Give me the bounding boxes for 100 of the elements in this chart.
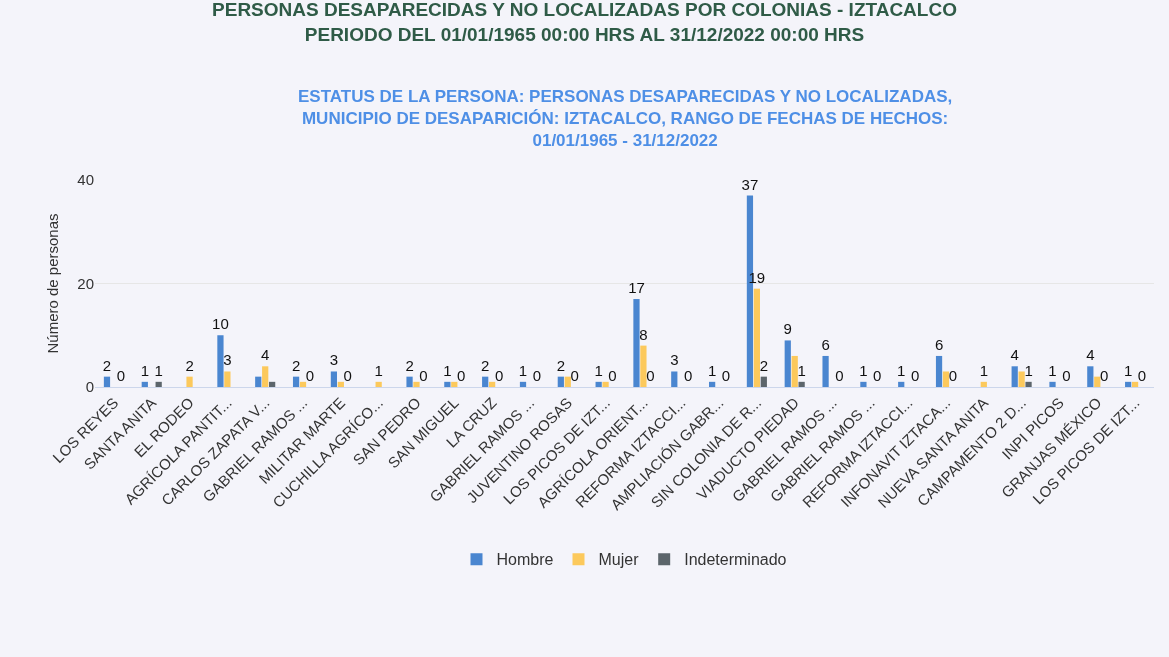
bar bbox=[709, 381, 716, 387]
bar bbox=[103, 376, 111, 387]
bar bbox=[451, 381, 458, 387]
data-label: 4 bbox=[1086, 346, 1095, 364]
bar bbox=[633, 299, 640, 387]
bar bbox=[822, 355, 829, 387]
data-label: 0 bbox=[646, 367, 655, 384]
data-label: 0 bbox=[494, 367, 504, 384]
bar bbox=[1131, 381, 1139, 387]
bar bbox=[224, 371, 231, 387]
data-label: 0 bbox=[684, 367, 693, 384]
bar bbox=[489, 381, 496, 387]
data-label: 2 bbox=[291, 356, 301, 374]
data-label: 0 bbox=[457, 367, 466, 384]
bar bbox=[186, 376, 193, 387]
y-tick-label: 40 bbox=[77, 171, 94, 189]
bar bbox=[1025, 381, 1032, 387]
bar bbox=[255, 376, 262, 387]
bar bbox=[980, 381, 987, 387]
data-label: 0 bbox=[608, 367, 617, 384]
bar bbox=[1094, 376, 1101, 387]
bar bbox=[519, 381, 527, 387]
data-label: 2 bbox=[481, 356, 490, 374]
data-label: 1 bbox=[859, 361, 868, 379]
data-label: 1 bbox=[374, 361, 383, 379]
data-label: 2 bbox=[759, 356, 768, 374]
data-label: 6 bbox=[934, 335, 944, 353]
data-label: 4 bbox=[261, 346, 270, 364]
data-label: 0 bbox=[305, 367, 315, 384]
data-label: 1 bbox=[979, 361, 988, 379]
data-label: 0 bbox=[835, 367, 844, 384]
y-tick-label: 20 bbox=[77, 274, 94, 292]
data-label: 1 bbox=[443, 361, 452, 379]
data-label: 1 bbox=[797, 361, 806, 379]
bar bbox=[413, 381, 420, 387]
data-label: 1 bbox=[1048, 361, 1057, 379]
bar bbox=[898, 381, 905, 387]
data-label: 3 bbox=[670, 351, 679, 369]
bar bbox=[141, 381, 148, 387]
bar bbox=[299, 381, 307, 387]
data-label: 0 bbox=[570, 367, 579, 384]
bar bbox=[1087, 366, 1094, 387]
bar bbox=[760, 376, 767, 387]
data-label: 3 bbox=[329, 351, 339, 369]
bar bbox=[935, 355, 943, 387]
bar bbox=[640, 345, 647, 387]
data-label: 8 bbox=[639, 325, 648, 343]
data-label: 1 bbox=[594, 361, 603, 379]
bar bbox=[217, 335, 224, 387]
bar bbox=[262, 366, 269, 387]
data-label: 17 bbox=[628, 279, 645, 297]
data-label: 10 bbox=[212, 315, 229, 333]
bar bbox=[753, 288, 760, 387]
data-label: 1 bbox=[897, 361, 906, 379]
data-label: 1 bbox=[1123, 361, 1133, 379]
data-label: 0 bbox=[343, 367, 352, 384]
bar bbox=[860, 381, 867, 387]
data-label: 0 bbox=[1137, 367, 1147, 384]
data-label: 0 bbox=[1062, 367, 1071, 384]
bar bbox=[557, 376, 564, 387]
data-label: 0 bbox=[419, 367, 428, 384]
y-tick-label: 0 bbox=[85, 378, 94, 396]
bar bbox=[330, 371, 338, 387]
bar bbox=[602, 381, 609, 387]
chart-title: PERSONAS DESAPARECIDAS Y NO LOCALIZADAS POR COLONIAS - IZTACALCO PERIODO DEL 01/01/1965 00:00 HRS AL 31/12/2022 00:00 HRS bbox=[212, 0, 957, 46]
bar bbox=[269, 381, 276, 387]
bar bbox=[337, 381, 344, 387]
data-label: 2 bbox=[556, 356, 565, 374]
bar bbox=[791, 355, 798, 387]
data-label: 3 bbox=[223, 351, 232, 369]
chart-subtitle: ESTATUS DE LA PERSONA: PERSONAS DESAPARECIDAS Y NO LOCALIZADAS, MUNICIPIO DE DESAPARICIÓN: IZTACALCO, RANGO DE FECHAS DE HECHOS: 01/01/1965 - 31/12/2022 bbox=[298, 87, 953, 151]
data-label: 0 bbox=[1100, 367, 1109, 384]
bar bbox=[595, 381, 602, 387]
bar bbox=[784, 340, 791, 387]
data-label: 1 bbox=[707, 361, 717, 379]
data-label: 1 bbox=[518, 361, 528, 379]
bar bbox=[798, 381, 805, 387]
data-label: 1 bbox=[1024, 361, 1033, 379]
bar bbox=[406, 376, 413, 387]
bar bbox=[1018, 371, 1025, 387]
bar bbox=[942, 371, 950, 387]
bar bbox=[1049, 381, 1056, 387]
data-label: 2 bbox=[405, 356, 414, 374]
y-axis-title: Número de personas bbox=[43, 213, 61, 354]
bar bbox=[292, 376, 300, 387]
bar bbox=[155, 381, 162, 387]
data-label: 6 bbox=[821, 335, 830, 353]
data-label: 0 bbox=[532, 367, 542, 384]
data-label: 0 bbox=[948, 367, 958, 384]
data-label: 2 bbox=[185, 356, 194, 374]
bar bbox=[564, 376, 571, 387]
bar bbox=[444, 381, 451, 387]
data-label: 2 bbox=[102, 356, 112, 374]
bar bbox=[482, 376, 489, 387]
data-label: 1 bbox=[154, 361, 163, 379]
bar bbox=[1125, 381, 1132, 387]
legend-label: Mujer bbox=[598, 551, 640, 569]
data-label: 37 bbox=[741, 175, 759, 193]
legend-label: Indeterminado bbox=[684, 551, 787, 569]
bar bbox=[671, 371, 678, 387]
